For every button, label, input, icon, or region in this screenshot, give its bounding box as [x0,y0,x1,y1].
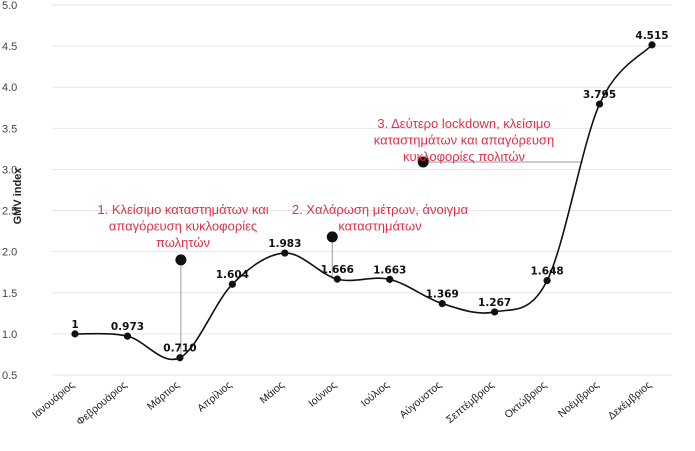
data-label: 1.648 [530,266,563,278]
data-label: 1.983 [268,238,301,250]
annotation-3: 3. Δεύτερο lockdown, κλείσιμο καταστημάτω… [374,116,583,168]
data-point [438,299,446,308]
data-label: 0.710 [163,343,196,355]
x-tick-label: Μάιος [258,379,287,406]
y-tick-label: 1.5 [2,288,17,300]
annotation-text: απαγόρευση κυκλοφορίες [109,219,257,234]
x-tick-label: Οκτώβριος [502,379,549,421]
data-point [491,308,499,316]
data-label: 1.663 [373,264,406,276]
annotation-text: κυκλοφορίες πολιτών [403,149,525,164]
data-point [123,332,132,340]
y-tick-label: 1.0 [2,329,17,341]
annotation-text: 2. Χαλάρωση μέτρων, άνοιγμα [292,202,469,217]
x-tick-label: Ιούνιος [306,379,339,409]
data-label: 1.267 [478,297,511,309]
data-points [71,41,656,362]
data-point [386,275,394,283]
data-point [71,330,79,338]
annotation-1: 1. Κλείσιμο καταστημάτων και απαγόρευση κ… [97,202,269,358]
data-point [281,249,289,257]
y-tick-label: 2.5 [2,206,17,218]
x-tick-label: Νοέμβριος [556,379,602,420]
y-axis-ticks: 0.5 1.0 1.5 2.0 2.5 3.0 3.5 4.0 4.5 5.0 [2,0,17,382]
annotation-marker [326,231,338,243]
data-point [333,275,341,283]
x-tick-label: Φεβρουάριος [74,379,129,428]
annotation-text: 1. Κλείσιμο καταστημάτων και [97,202,268,217]
data-point [648,41,656,49]
data-label: 4.515 [635,30,668,42]
data-label: 3.795 [583,89,616,101]
data-labels: 1 0.973 0.710 1.604 1.983 1.666 1.663 1.369 1.26… [71,30,668,355]
data-point [595,100,604,108]
x-tick-label: Ιούλιος [359,379,392,409]
data-point [176,354,184,362]
annotation-2: 2. Χαλάρωση μέτρων, άνοιγμα καταστημάτων [292,202,469,280]
data-label: 1 [71,319,78,331]
y-axis-title: GMV index [12,167,24,225]
y-tick-label: 4.5 [2,41,17,53]
data-point [543,277,551,285]
annotation-text: καταστημάτων [338,219,421,234]
data-label: 1.666 [321,264,354,276]
data-label: 1.604 [216,269,249,281]
annotation-marker [175,254,187,266]
x-tick-label: Δεκέμβριος [606,379,654,422]
x-tick-label: Ιανουάριος [30,379,77,421]
annotation-marker [417,156,429,168]
annotation-text: καταστημάτων και απαγόρευση [374,133,554,148]
data-label: 1.369 [426,289,459,301]
y-tick-label: 5.0 [2,0,17,12]
data-label: 0.973 [111,321,144,333]
x-tick-label: Μάρτιος [145,379,182,413]
x-tick-label: Απρίλιος [195,379,234,415]
data-point [228,280,236,288]
y-tick-label: 4.0 [2,82,17,94]
y-tick-label: 3.0 [2,164,17,176]
annotation-text: πωλητών [156,235,210,250]
y-tick-label: 2.0 [2,247,17,259]
y-tick-label: 3.5 [2,123,17,135]
annotations: 1. Κλείσιμο καταστημάτων και απαγόρευση κ… [97,116,583,358]
grid [52,4,672,376]
x-tick-label: Αύγουστος [397,379,444,421]
y-tick-label: 0.5 [2,370,17,382]
x-tick-label: Σεπτέμβριος [444,379,497,426]
annotation-text: 3. Δεύτερο lockdown, κλείσιμο [377,116,550,131]
